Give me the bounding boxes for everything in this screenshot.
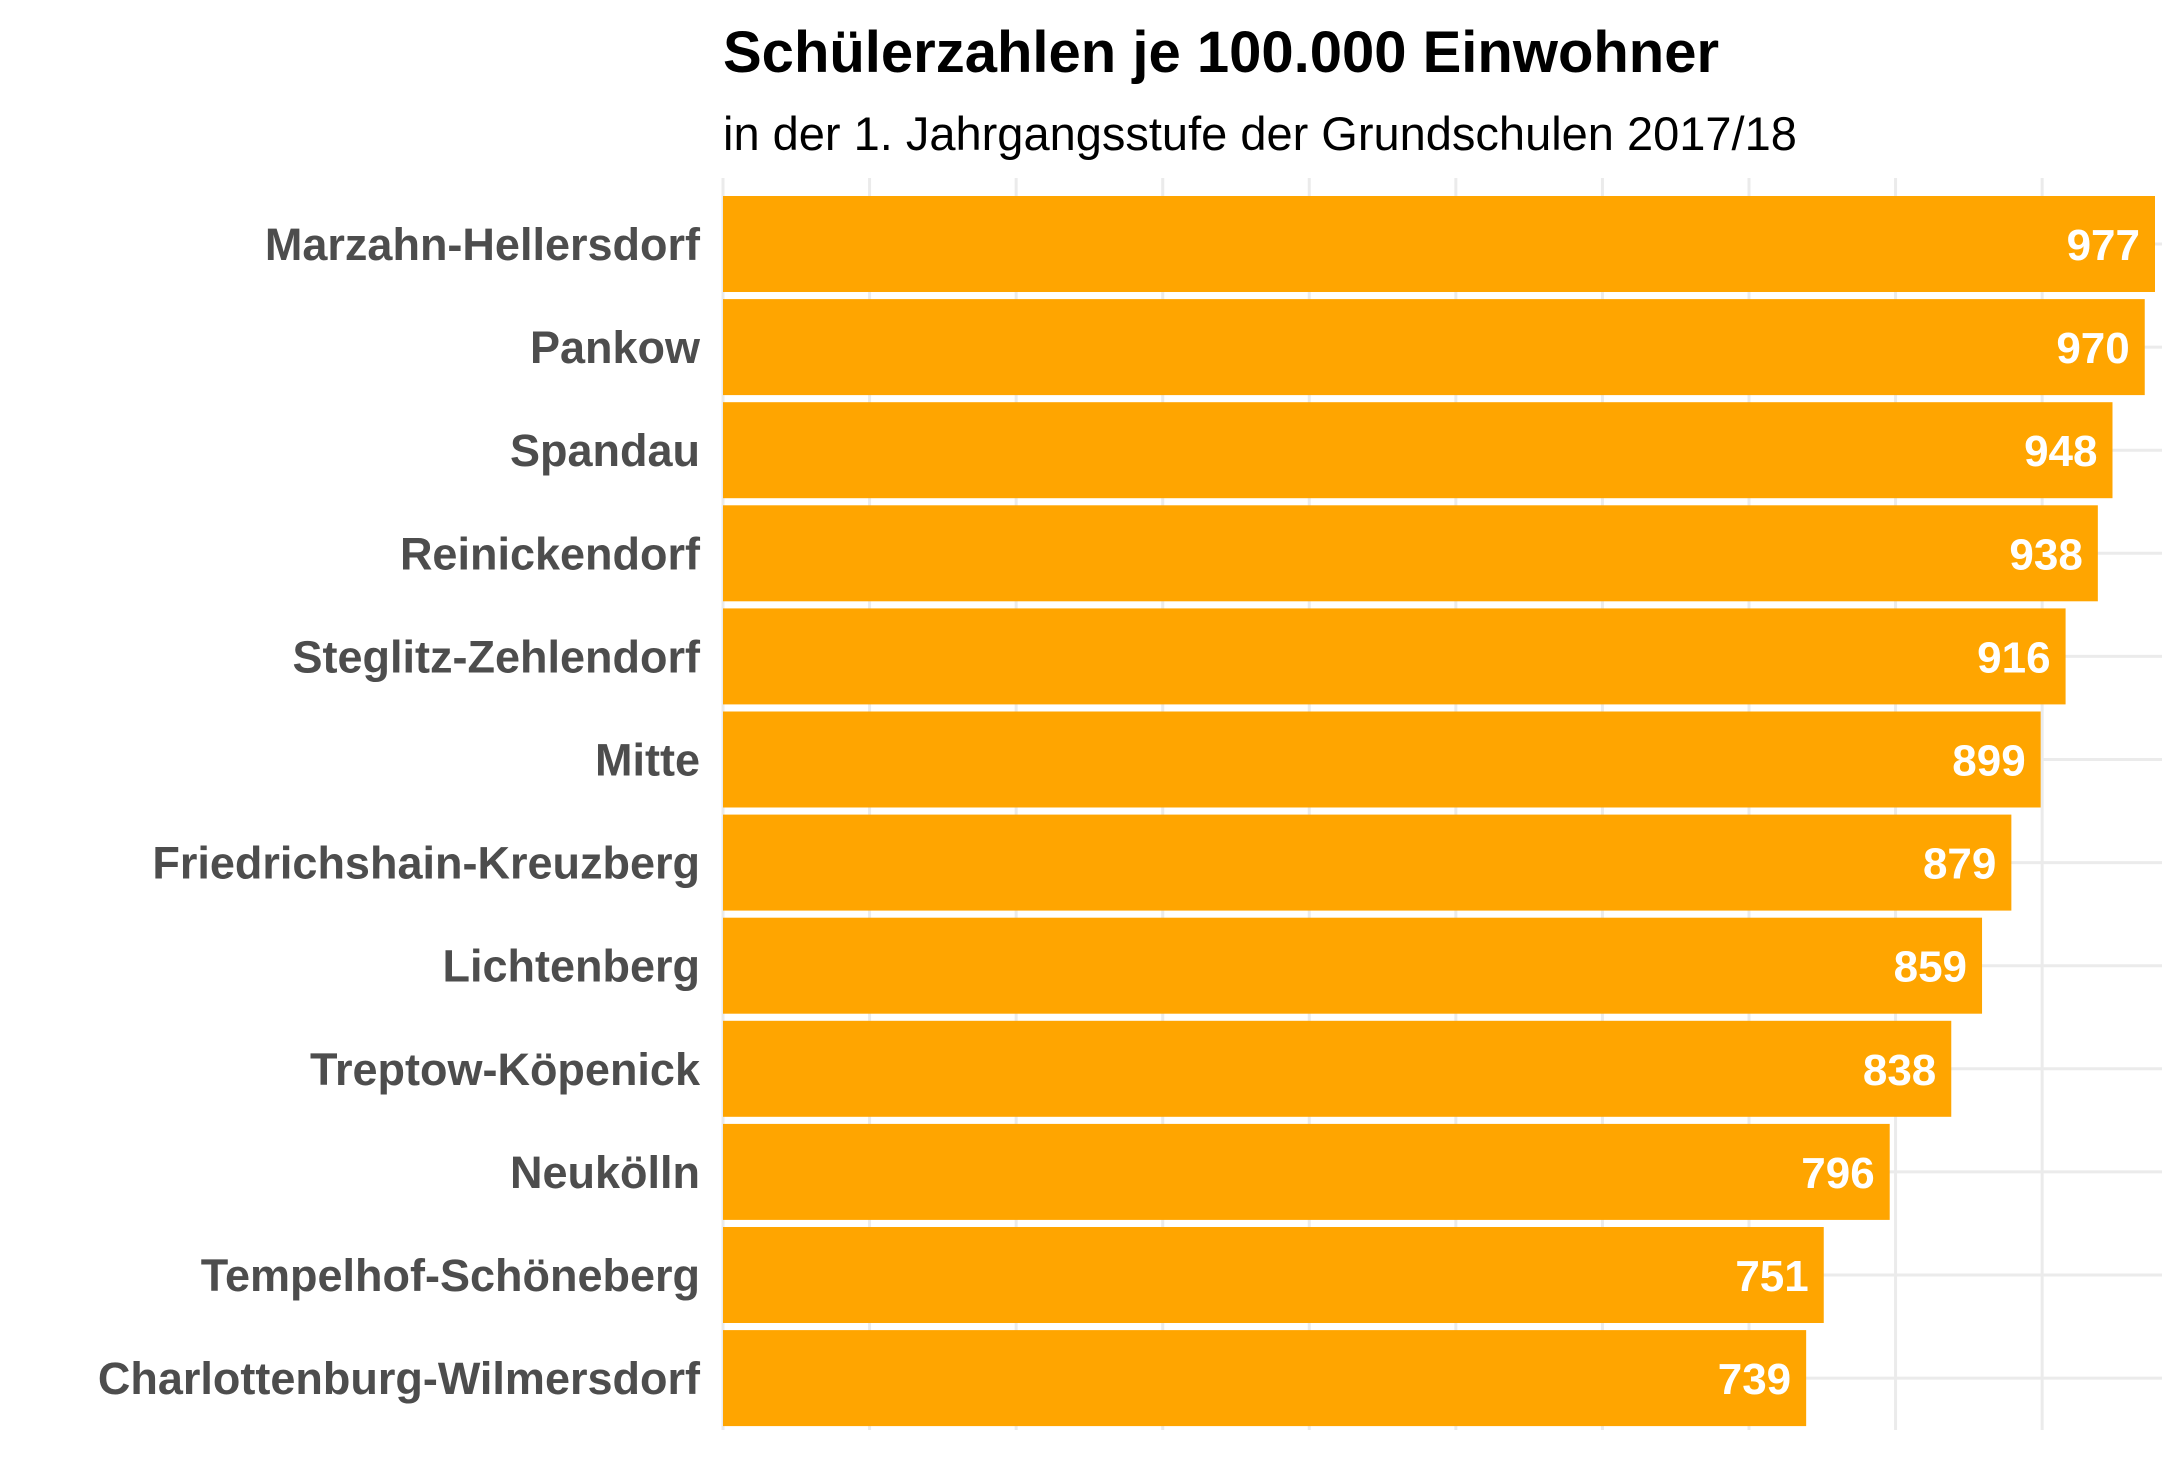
bar <box>723 711 2041 808</box>
bar <box>723 196 2155 292</box>
bar <box>723 402 2113 499</box>
bar-value-label: 739 <box>1718 1355 1791 1404</box>
bar-value-label: 879 <box>1923 840 1996 889</box>
bar-value-label: 970 <box>2056 324 2129 373</box>
category-label: Marzahn-Hellersdorf <box>265 219 701 270</box>
bar-value-label: 859 <box>1894 943 1967 992</box>
category-label: Mitte <box>595 735 700 786</box>
bar-value-label: 938 <box>2009 530 2082 579</box>
category-label: Pankow <box>530 322 701 373</box>
bar-value-label: 916 <box>1977 633 2050 682</box>
bar-value-label: 838 <box>1863 1046 1936 1095</box>
value-labels: 977 970 948 938 916 899 879 859 838 796 751 739 <box>1718 221 2140 1404</box>
bar-value-label: 751 <box>1735 1252 1808 1301</box>
category-label: Treptow-Köpenick <box>310 1044 701 1095</box>
bar <box>723 814 2012 911</box>
bar <box>723 505 2098 602</box>
chart-title: Schülerzahlen je 100.000 Einwohner <box>723 20 1719 85</box>
chart-subtitle: in der 1. Jahrgangsstufe der Grundschule… <box>723 107 1797 160</box>
category-label: Steglitz-Zehlendorf <box>293 631 701 682</box>
bar <box>723 1020 1952 1117</box>
category-label: Lichtenberg <box>442 941 700 992</box>
category-label: Neukölln <box>510 1147 700 1198</box>
bar <box>723 1330 1807 1427</box>
category-label: Friedrichshain-Kreuzberg <box>152 838 700 889</box>
bar <box>723 917 1983 1014</box>
category-labels: Marzahn-Hellersdorf Pankow Spandau Reinicke… <box>98 219 701 1404</box>
bar-value-label: 796 <box>1801 1149 1874 1198</box>
bar-value-label: 977 <box>2067 221 2140 270</box>
bar-value-label: 899 <box>1952 737 2025 786</box>
bar <box>723 1227 1824 1323</box>
bar-value-label: 948 <box>2024 427 2097 476</box>
category-label: Spandau <box>510 425 700 476</box>
bar <box>723 299 2145 396</box>
category-label: Reinickendorf <box>400 528 701 579</box>
bars <box>723 196 2155 1427</box>
category-label: Tempelhof-Schöneberg <box>201 1250 700 1301</box>
category-label: Charlottenburg-Wilmersdorf <box>98 1353 701 1404</box>
bar <box>723 1123 1890 1220</box>
bar <box>723 608 2066 705</box>
